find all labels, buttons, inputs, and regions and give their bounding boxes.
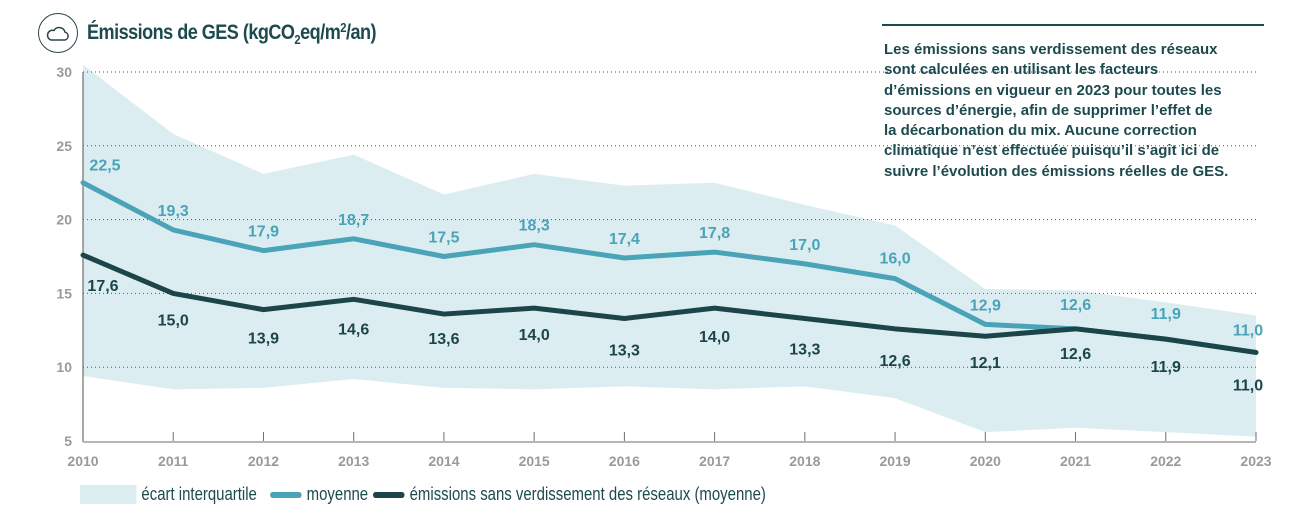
data-label-moyenne: 18,7 xyxy=(338,212,369,229)
methodology-note: Les émissions sans verdissement des rése… xyxy=(884,41,1229,180)
data-label-moyenne: 11,0 xyxy=(1233,322,1263,339)
y-tick-label: 20 xyxy=(56,212,72,228)
legend-swatch-band xyxy=(80,485,137,504)
x-tick-label: 2017 xyxy=(699,453,730,469)
y-tick-label: 30 xyxy=(56,64,72,80)
data-label-sans-verdissement: 13,9 xyxy=(248,331,279,348)
chart-title: Émissions de GES (kgCO2eq/m2/an) xyxy=(87,19,377,47)
legend-swatch-mean xyxy=(270,491,302,498)
data-label-moyenne: 11,9 xyxy=(1151,306,1181,323)
data-label-sans-verdissement: 14,0 xyxy=(699,329,730,346)
data-label-moyenne: 17,8 xyxy=(699,225,730,242)
legend-item-mean: moyenne xyxy=(270,484,368,505)
data-label-moyenne: 12,9 xyxy=(970,297,1001,314)
data-label-moyenne: 17,5 xyxy=(428,230,459,247)
data-labels: 22,5 19,3 17,9 18,7 17,5 18,3 17,4 17,8 17,0 16,0… xyxy=(87,158,1263,395)
title-end: /an) xyxy=(345,20,377,44)
data-label-sans-verdissement: 15,0 xyxy=(158,312,189,329)
x-tick-label: 2013 xyxy=(338,453,369,469)
data-label-sans-verdissement: 12,6 xyxy=(1060,346,1091,363)
title-main: Émissions de GES (kgCO xyxy=(87,20,295,44)
data-label-moyenne: 18,3 xyxy=(519,218,550,235)
data-label-sans-verdissement: 12,6 xyxy=(880,353,911,370)
data-label-sans-verdissement: 12,1 xyxy=(970,355,1001,372)
data-label-moyenne: 12,6 xyxy=(1060,297,1091,314)
legend-label-dark: émissions sans verdissement des réseaux … xyxy=(409,484,766,504)
y-tick-label: 15 xyxy=(56,285,72,301)
data-label-sans-verdissement: 13,6 xyxy=(428,331,459,348)
x-tick-label: 2022 xyxy=(1150,453,1181,469)
chart-header: Émissions de GES (kgCO2eq/m2/an) xyxy=(38,13,423,53)
x-tick-label: 2014 xyxy=(428,453,459,469)
legend: écart interquartile moyenne émissions sa… xyxy=(80,484,779,505)
x-tick-label: 2012 xyxy=(248,453,279,469)
interquartile-band-layer xyxy=(83,64,1256,437)
title-superscript: 2 xyxy=(340,19,346,35)
y-tick-label: 10 xyxy=(56,359,72,375)
y-tick-label: 25 xyxy=(56,138,72,154)
data-label-moyenne: 19,3 xyxy=(158,203,189,220)
series-line-sans-verdissement xyxy=(80,252,1259,355)
x-tick-label: 2011 xyxy=(158,453,189,469)
legend-item-dark: émissions sans verdissement des réseaux … xyxy=(373,484,766,505)
data-label-sans-verdissement: 11,9 xyxy=(1151,359,1181,376)
x-tick-label: 2016 xyxy=(609,453,640,469)
series-lines xyxy=(80,180,1259,355)
data-label-sans-verdissement: 13,3 xyxy=(609,342,640,359)
data-label-moyenne: 22,5 xyxy=(89,158,120,175)
data-label-sans-verdissement: 11,0 xyxy=(1233,377,1263,394)
data-label-sans-verdissement: 14,0 xyxy=(519,327,550,344)
x-tick-label: 2021 xyxy=(1060,453,1091,469)
x-tick-label: 2019 xyxy=(879,453,910,469)
legend-item-band: écart interquartile xyxy=(80,484,257,505)
x-tick-label: 2023 xyxy=(1240,453,1271,469)
interquartile-band xyxy=(83,64,1256,437)
x-tick-label: 2015 xyxy=(519,453,550,469)
x-tick-label: 2020 xyxy=(970,453,1001,469)
x-tick-label: 2010 xyxy=(67,453,98,469)
y-tick-label: 5 xyxy=(64,433,72,449)
data-label-sans-verdissement: 17,6 xyxy=(87,278,118,295)
data-label-moyenne: 17,4 xyxy=(609,231,640,248)
note-divider xyxy=(882,24,1264,26)
data-label-moyenne: 16,0 xyxy=(880,251,911,268)
legend-label-mean: moyenne xyxy=(306,484,369,504)
title-subscript: 2 xyxy=(294,31,301,47)
data-label-moyenne: 17,0 xyxy=(789,237,820,254)
legend-swatch-dark xyxy=(373,491,405,498)
data-label-sans-verdissement: 14,6 xyxy=(338,321,369,338)
data-label-sans-verdissement: 13,3 xyxy=(789,341,820,358)
data-label-moyenne: 17,9 xyxy=(248,224,279,241)
cloud-icon xyxy=(38,13,78,53)
legend-label-band: écart interquartile xyxy=(141,484,257,504)
x-tick-label: 2018 xyxy=(789,453,820,469)
title-mid: eq/m xyxy=(300,20,341,44)
